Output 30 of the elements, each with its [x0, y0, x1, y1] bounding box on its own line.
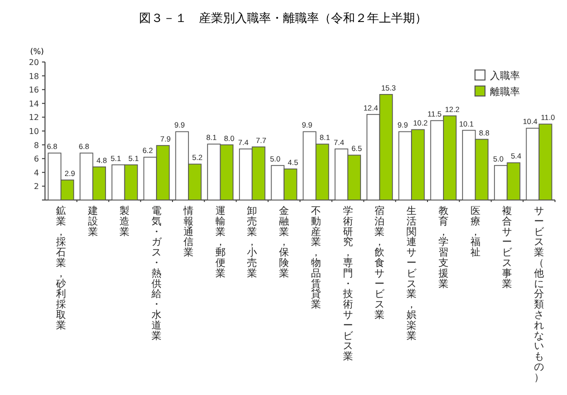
- legend-label: 離職率: [490, 86, 520, 98]
- x-tick-label: 製造業: [120, 205, 130, 238]
- category-label: 電気・ガス・熱供給・水道業: [152, 206, 162, 342]
- x-tick-label: 医療，福祉: [470, 206, 480, 259]
- legend-label: 入職率: [490, 70, 520, 82]
- x-tick-label: 情報通信業: [182, 205, 194, 259]
- category-label: 不動産業，物品賃貸業: [310, 206, 321, 311]
- y-tick-label: 20: [28, 58, 39, 67]
- category-label: 生活関連サービス業，娯楽業: [406, 206, 417, 342]
- title: 図３－１ 産業別入職率・離職率（令和２年上半期）: [139, 11, 427, 25]
- y-tick-label: 8: [34, 140, 39, 150]
- y-tick-label: 6: [34, 154, 39, 164]
- category-label: 鉱業，採石業，砂利採取業: [56, 206, 66, 332]
- y-tick-label: 14: [28, 99, 39, 108]
- x-tick-label: 建設業: [86, 205, 98, 238]
- x-tick-label: 教育，学習支援業: [438, 206, 448, 290]
- y-tick-label: 16: [28, 86, 39, 95]
- y-tick-label: 12: [28, 113, 39, 122]
- category-label: 学術研究，専門・技術サービス業: [342, 206, 353, 363]
- category-label: 宿泊業，飲食サービス業: [374, 206, 385, 321]
- x-tick-label: 運輸業，郵便業: [215, 205, 226, 280]
- x-tick-label: 複合サービス事業: [502, 205, 514, 290]
- x-tick-label: 金融業，保険業: [279, 205, 290, 280]
- x-tick-label: 卸売業，小売業: [247, 205, 258, 280]
- y-tick-label: 10: [28, 127, 39, 136]
- category-label: サービス業（他に分類されないもの）: [534, 206, 544, 384]
- ylabel: (%): [30, 47, 44, 56]
- y-tick-label: 2: [34, 182, 39, 192]
- y-tick-label: 18: [28, 72, 39, 81]
- y-tick-label: 4: [34, 168, 39, 178]
